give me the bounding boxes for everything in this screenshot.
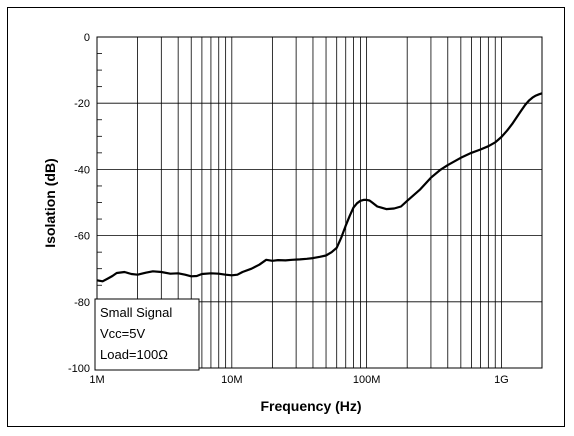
x-tick-label: 10M [221, 374, 242, 386]
x-tick-labels: 1M 10M 100M 1G [89, 374, 508, 386]
isolation-curve [96, 92, 543, 283]
y-tick-label: -20 [74, 98, 90, 110]
x-tick-label: 1G [494, 374, 509, 386]
x-tick-label: 100M [353, 374, 381, 386]
annotation-line-2: Vcc=5V [100, 326, 145, 341]
y-axis-title: Isolation (dB) [42, 158, 58, 247]
y-tick-label: 0 [84, 32, 90, 44]
annotation-background [94, 298, 200, 371]
y-tick-label: -40 [74, 164, 90, 176]
x-tick-label: 1M [89, 374, 104, 386]
annotation-line-3: Load=100Ω [100, 347, 168, 362]
annotation-box: Small Signal Vcc=5V Load=100Ω [94, 298, 200, 371]
y-tick-label: -100 [68, 363, 90, 375]
y-tick-label: -60 [74, 231, 90, 243]
x-axis-title: Frequency (Hz) [260, 398, 361, 414]
plot-area [96, 36, 543, 369]
y-tick-label: -80 [74, 297, 90, 309]
annotation-line-1: Small Signal [100, 305, 172, 320]
y-tick-labels: 0 -20 -40 -60 -80 -100 [68, 32, 90, 375]
